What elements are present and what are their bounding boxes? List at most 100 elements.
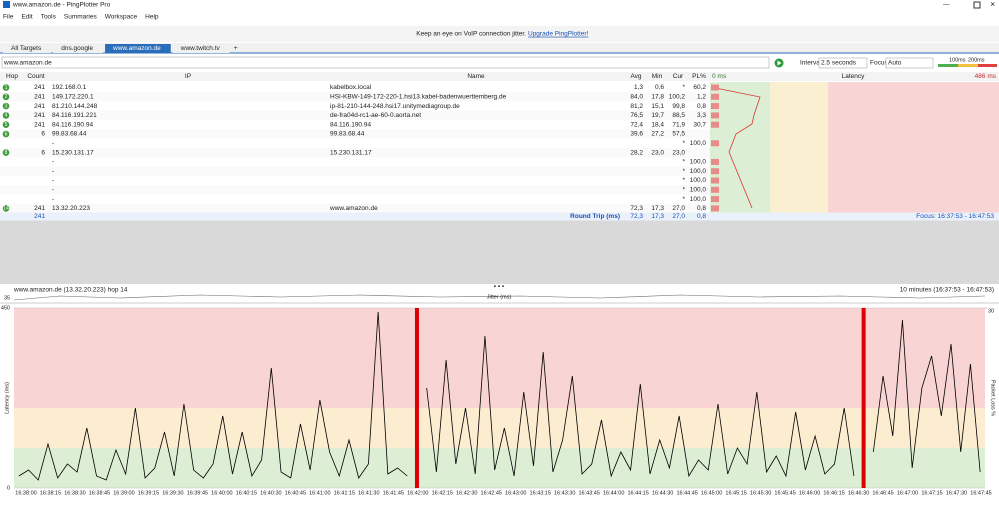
cell-min: 18,4: [651, 121, 664, 128]
cell-ip: -: [52, 177, 54, 184]
menu-item[interactable]: Tools: [41, 14, 57, 21]
hop-icon: [2, 121, 10, 128]
y-tick-label: 0: [7, 485, 10, 491]
splitter[interactable]: • • •: [494, 284, 505, 291]
interval-value: 2.5 seconds: [821, 60, 857, 67]
cell-pl: 1,2: [697, 94, 706, 101]
add-tab[interactable]: +: [234, 45, 238, 52]
tab-label[interactable]: www.amazon.de: [112, 45, 161, 52]
jitter-line: [13, 294, 986, 301]
hop-icon: [2, 84, 10, 91]
cell-cur: 100,2: [669, 94, 686, 101]
column-header: IP: [185, 73, 191, 80]
cell-name: kabelbox.local: [330, 84, 372, 91]
y2-tick-label: 30: [988, 308, 994, 314]
scale-green: [938, 64, 958, 67]
cell-pl: 60,2: [693, 84, 706, 91]
cell-ip: 13.32.20.223: [52, 205, 90, 212]
maximize[interactable]: [973, 1, 981, 9]
menu-item[interactable]: File: [3, 14, 14, 21]
zone-red: [14, 308, 985, 408]
cell-avg: 76,5: [630, 112, 643, 119]
cell-min: 17,8: [651, 94, 664, 101]
latency-min: 0 ms: [712, 73, 727, 80]
loss-bar: [414, 308, 419, 488]
play-icon: [777, 60, 782, 66]
loss-bar: [861, 308, 866, 488]
focus-select[interactable]: [885, 57, 934, 69]
cell-min: 19,7: [651, 112, 664, 119]
loss-bar: [711, 103, 719, 110]
route-line: [712, 87, 761, 209]
summary-avg: 72,3: [630, 213, 643, 220]
tab-label[interactable]: www.twitch.tv: [180, 45, 221, 52]
tab[interactable]: [172, 44, 230, 53]
column-header: Count: [27, 73, 45, 80]
row-stripe: [0, 203, 710, 214]
minimize[interactable]: —: [943, 2, 950, 9]
cell-hop: 6: [5, 131, 8, 137]
cell-avg: 1,3: [634, 84, 643, 91]
cell-cur: *: [682, 140, 685, 147]
row-stripe: [0, 185, 710, 195]
hop-icon: [2, 149, 10, 156]
latency-line: [18, 311, 408, 481]
tab[interactable]: [105, 44, 171, 53]
column-header: Hop: [6, 73, 18, 80]
banner-link[interactable]: Upgrade PingPlotter!: [528, 31, 589, 38]
summary-count: 241: [34, 213, 45, 220]
cell-ip: -: [52, 140, 54, 147]
tab[interactable]: [3, 44, 52, 53]
summary-label: Round Trip (ms): [570, 213, 620, 220]
cell-count: 241: [34, 103, 45, 110]
cell-ip: -: [52, 196, 54, 203]
target-input[interactable]: www.amazon.de: [3, 60, 52, 67]
x-tick-label: 16:42:00: [407, 490, 428, 496]
cell-ip: 15.230.131.17: [52, 149, 94, 156]
row-stripe: [0, 129, 710, 139]
cell-cur: 27,0: [672, 205, 685, 212]
summary-cur: 27,0: [672, 213, 685, 220]
latency-line: [872, 319, 981, 473]
cell-cur: 88,5: [672, 112, 685, 119]
cell-cur: *: [682, 84, 685, 91]
x-tick-label: 16:47:45: [970, 490, 991, 496]
cell-pl: 3,3: [697, 112, 706, 119]
cell-ip: 84.116.190.94: [52, 121, 93, 128]
row-stripe: [0, 92, 710, 102]
latency-green: [710, 82, 770, 213]
close[interactable]: ✕: [990, 2, 995, 9]
menu-item[interactable]: Summaries: [64, 14, 98, 21]
loss-bar: [711, 140, 719, 147]
x-tick-label: 16:44:45: [676, 490, 697, 496]
focus-value: Auto: [888, 60, 902, 67]
x-tick-label: 16:47:30: [946, 490, 967, 496]
target-box[interactable]: [1, 56, 770, 69]
interval-select[interactable]: [818, 57, 868, 69]
loss-bar: [711, 177, 719, 184]
x-tick-label: 16:44:30: [652, 490, 673, 496]
tab[interactable]: [53, 44, 104, 53]
y2-axis-label: Packet Loss %: [990, 380, 996, 416]
cell-avg: 81,2: [630, 103, 643, 110]
tab-label[interactable]: All Targets: [11, 45, 42, 52]
scale-yellow: [958, 64, 978, 67]
cell-min: 17,3: [651, 205, 664, 212]
tab-label[interactable]: dns.google: [61, 45, 93, 52]
cell-name: ip-81-210-144-248.hsi17.unitymediagroup.…: [330, 103, 460, 110]
cell-name: 99.83.68.44: [330, 131, 365, 138]
x-tick-label: 16:39:00: [113, 490, 134, 496]
x-tick-label: 16:41:45: [383, 490, 404, 496]
cell-pl: 0,8: [697, 103, 706, 110]
loss-bar: [711, 158, 719, 165]
menu-item[interactable]: Edit: [21, 14, 32, 21]
x-tick-label: 16:46:30: [848, 490, 869, 496]
menu-item[interactable]: Workspace: [105, 14, 138, 21]
hop-icon: [2, 112, 10, 119]
menu-item[interactable]: Help: [145, 14, 159, 21]
summary-bg: [0, 212, 999, 221]
cell-min: 15,1: [651, 103, 664, 110]
cell-pl: 100,0: [690, 168, 707, 175]
x-tick-label: 16:39:30: [162, 490, 183, 496]
